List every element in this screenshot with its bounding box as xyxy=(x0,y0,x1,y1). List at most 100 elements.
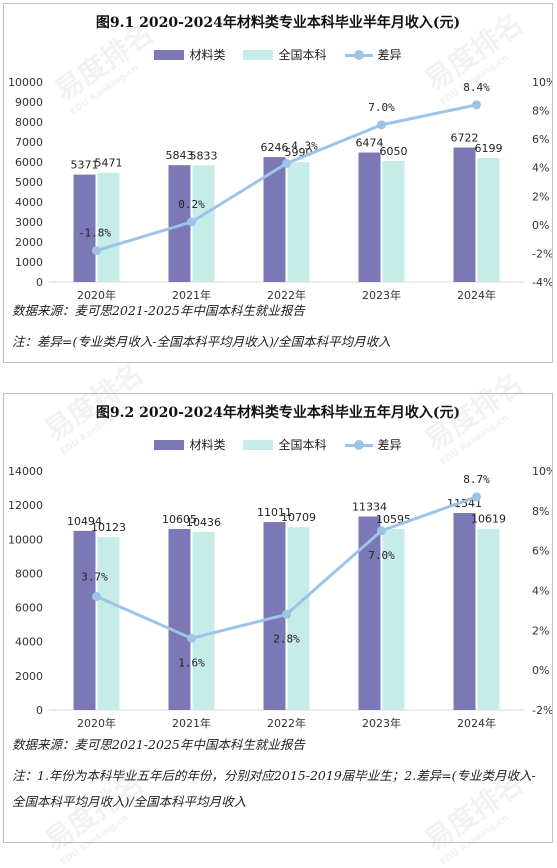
legend-item-series-3: 差异 xyxy=(344,436,402,453)
y-right-tick-label: -4% xyxy=(532,276,552,289)
chart-title: 图9.2 2020-2024年材料类专业本科毕业五年月收入(元) xyxy=(95,405,461,421)
x-tick-label: 2022年 xyxy=(267,716,306,730)
bar-value-label: 10436 xyxy=(186,516,221,529)
bar-value-label: 11011 xyxy=(257,506,292,519)
y-right-tick-label: 10% xyxy=(532,76,552,89)
line-point xyxy=(377,526,386,536)
bar-1 xyxy=(453,512,476,710)
chart-panel-2: 图9.2 2020-2024年材料类专业本科毕业五年月收入(元) 材料类 全国本… xyxy=(3,393,553,843)
chart-legend: 材料类 全国本科 差异 xyxy=(4,46,552,63)
y-right-tick-label: 0% xyxy=(532,664,549,677)
legend-item-series-3: 差异 xyxy=(344,46,402,63)
line-value-label: 8.7% xyxy=(463,473,490,486)
bar-1 xyxy=(73,530,96,710)
line-value-label: 7.0% xyxy=(368,549,395,562)
bar-1 xyxy=(453,147,476,282)
y-left-tick-label: 10000 xyxy=(8,76,43,89)
y-right-tick-label: -2% xyxy=(532,247,552,260)
y-left-tick-label: 4000 xyxy=(15,196,43,209)
bar-value-label: 10123 xyxy=(91,521,126,534)
bar-2 xyxy=(477,528,500,710)
y-left-tick-label: 4000 xyxy=(15,636,43,649)
legend-item-series-1: 材料类 xyxy=(154,46,225,63)
y-left-tick-label: 0 xyxy=(36,276,43,289)
line-point xyxy=(92,246,101,256)
bar-value-label: 5371 xyxy=(71,159,99,172)
bar-1 xyxy=(358,152,381,282)
y-left-tick-label: 9000 xyxy=(15,96,43,109)
bar-2 xyxy=(287,162,310,282)
legend-item-series-2: 全国本科 xyxy=(243,436,327,453)
legend-label: 全国本科 xyxy=(278,48,327,62)
line-series-diff xyxy=(96,103,477,253)
x-tick-label: 2023年 xyxy=(362,288,401,302)
y-left-tick-label: 7000 xyxy=(15,136,43,149)
bar-value-label: 5471 xyxy=(95,157,123,170)
bar-value-label: 10595 xyxy=(376,513,411,526)
y-left-tick-label: 8000 xyxy=(15,567,43,580)
y-left-tick-label: 6000 xyxy=(15,156,43,169)
source-note: 数据来源：麦可思2021-2025年中国本科生就业报告 xyxy=(12,303,305,318)
bar-2 xyxy=(477,158,500,282)
line-value-label: -1.8% xyxy=(78,227,111,240)
chart-legend: 材料类 全国本科 差异 xyxy=(4,436,552,453)
bar-2 xyxy=(192,165,215,282)
line-value-label: 0.2% xyxy=(178,198,205,211)
y-left-tick-label: 6000 xyxy=(15,602,43,615)
bar-value-label: 10619 xyxy=(471,513,506,526)
legend-label: 材料类 xyxy=(189,438,226,452)
line-value-label: 8.4% xyxy=(463,81,490,94)
line-point xyxy=(282,158,291,168)
bar-value-label: 5843 xyxy=(166,149,194,162)
x-tick-label: 2023年 xyxy=(362,716,401,730)
line-point xyxy=(377,120,386,130)
line-point xyxy=(472,492,481,502)
bar-value-label: 10605 xyxy=(162,513,197,526)
bar-2 xyxy=(382,161,405,282)
line-point xyxy=(187,633,196,643)
y-left-tick-label: 1000 xyxy=(15,256,43,269)
bar-1 xyxy=(73,174,96,282)
y-right-tick-label: 6% xyxy=(532,133,549,146)
y-left-tick-label: 2000 xyxy=(15,670,43,683)
legend-label: 差异 xyxy=(377,48,402,62)
combo-chart-2: 0 2000 4000 6000 8000 10000 12000 14000 -2% 0% 2% 4… xyxy=(8,465,552,730)
bar-1 xyxy=(263,157,286,282)
line-value-label: 7.0% xyxy=(368,101,395,114)
legend-item-series-2: 全国本科 xyxy=(243,46,327,63)
y-right-tick-label: 10% xyxy=(532,465,552,478)
y-left-tick-label: 0 xyxy=(36,704,43,717)
legend-label: 差异 xyxy=(377,438,402,452)
bar-value-label: 6050 xyxy=(380,145,408,158)
x-tick-label: 2021年 xyxy=(172,288,211,302)
bar-value-label: 11334 xyxy=(352,501,387,514)
bar-value-label: 10494 xyxy=(67,515,102,528)
bar-1 xyxy=(168,528,191,710)
y-right-tick-label: 4% xyxy=(532,585,549,598)
legend-item-series-1: 材料类 xyxy=(154,436,225,453)
y-right-tick-label: 6% xyxy=(532,545,549,558)
bar-1 xyxy=(168,165,191,282)
line-point xyxy=(282,609,291,619)
x-tick-label: 2022年 xyxy=(267,288,306,302)
x-tick-label: 2024年 xyxy=(457,716,496,730)
footnote: 注：1.年份为本科毕业五年后的年份，分别对应2015-2019届毕业生；2.差异… xyxy=(12,768,536,809)
bar-value-label: 10709 xyxy=(281,511,316,524)
bar-value-label: 11541 xyxy=(447,497,482,510)
bar-2 xyxy=(97,537,120,710)
line-point xyxy=(187,217,196,227)
y-right-tick-label: 8% xyxy=(532,505,549,518)
x-tick-label: 2021年 xyxy=(172,716,211,730)
line-value-label: 3.7% xyxy=(81,570,108,583)
footnote: 注：差异=(专业类月收入-全国本科平均月收入)/全国本科平均月收入 xyxy=(12,334,391,349)
bar-value-label: 6199 xyxy=(475,142,503,155)
x-tick-label: 2020年 xyxy=(77,288,116,302)
legend-label: 材料类 xyxy=(189,48,226,62)
line-point xyxy=(472,100,481,110)
y-right-tick-label: 0% xyxy=(532,219,549,232)
bar-1 xyxy=(358,516,381,710)
chart-title: 图9.1 2020-2024年材料类专业本科毕业半年月收入(元) xyxy=(95,15,461,31)
bar-2 xyxy=(97,172,120,282)
line-value-label: 1.6% xyxy=(178,656,205,669)
y-right-tick-label: 8% xyxy=(532,105,549,118)
